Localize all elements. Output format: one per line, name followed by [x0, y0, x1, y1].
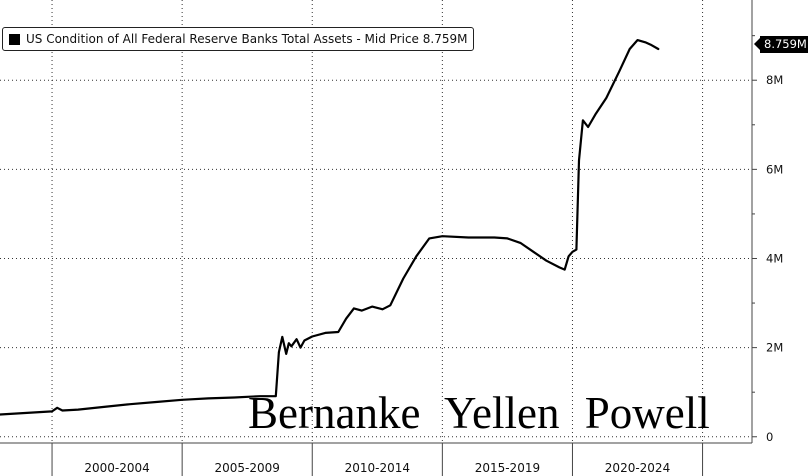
- annotation-names: Bernanke Yellen Powell: [248, 388, 724, 438]
- annotation-powell: Powell: [584, 388, 710, 438]
- legend-swatch: [9, 33, 20, 45]
- annotation-yellen: Yellen: [444, 388, 560, 438]
- plot-frame: [0, 0, 753, 444]
- y-tick-label: 4M: [766, 251, 783, 265]
- grid: [0, 0, 752, 443]
- x-period-label: 2010-2014: [345, 461, 410, 475]
- x-period-label: 2020-2024: [605, 461, 670, 475]
- y-tick-label: 8M: [766, 73, 783, 87]
- axes: 0 2M 4M 6M 8M 2000-2004 2005-2009 2010-2014 2015…: [51, 35, 783, 476]
- x-period-label: 2015-2019: [475, 461, 540, 475]
- annotation-bernanke: Bernanke: [248, 388, 421, 438]
- y-tick-label: 2M: [766, 341, 783, 355]
- x-period-label: 2005-2009: [214, 461, 279, 475]
- series-line: [0, 39, 660, 416]
- legend-label: US Condition of All Federal Reserve Bank…: [26, 32, 468, 46]
- y-tick-label: 0: [766, 430, 773, 444]
- legend: US Condition of All Federal Reserve Bank…: [2, 27, 475, 51]
- x-period-label: 2000-2004: [84, 461, 149, 475]
- y-tick-label: 6M: [766, 162, 783, 176]
- last-value-tag: 8.759M: [754, 36, 808, 53]
